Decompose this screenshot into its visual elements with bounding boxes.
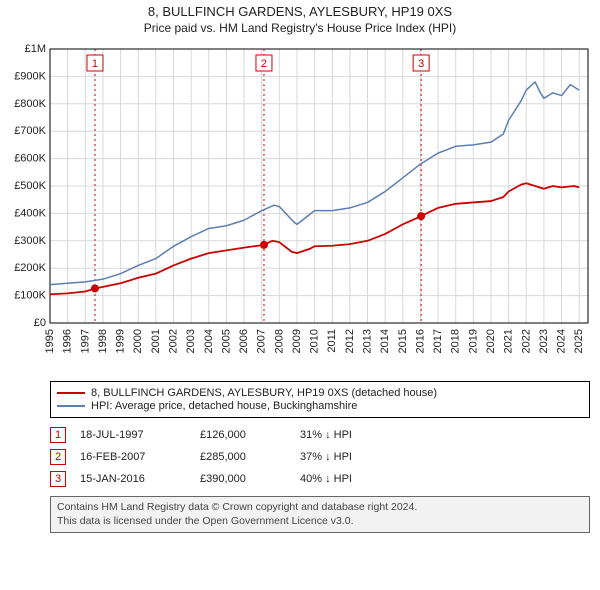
- svg-text:2014: 2014: [379, 329, 391, 353]
- event-date: 18-JUL-1997: [80, 429, 200, 441]
- event-price: £390,000: [200, 473, 300, 485]
- event-pct: 40% ↓ HPI: [300, 473, 352, 485]
- svg-text:1998: 1998: [97, 329, 109, 353]
- svg-text:1: 1: [92, 58, 98, 70]
- svg-text:2: 2: [261, 58, 267, 70]
- svg-text:2001: 2001: [150, 329, 162, 353]
- chart-area: £0 £100K £200K £300K £400K £500K £600K £700K £80…: [0, 43, 600, 373]
- legend: 8, BULLFINCH GARDENS, AYLESBURY, HP19 0X…: [50, 381, 590, 418]
- svg-text:1999: 1999: [115, 329, 127, 353]
- legend-row: HPI: Average price, detached house, Buck…: [57, 400, 583, 412]
- event-row: 1 18-JUL-1997 £126,000 31% ↓ HPI: [50, 424, 590, 446]
- svg-text:2018: 2018: [450, 329, 462, 353]
- svg-text:£400K: £400K: [14, 207, 46, 219]
- svg-text:2013: 2013: [362, 329, 374, 353]
- svg-text:2005: 2005: [220, 329, 232, 353]
- attribution-line: Contains HM Land Registry data © Crown c…: [57, 501, 583, 515]
- legend-label-hpi: HPI: Average price, detached house, Buck…: [91, 400, 357, 412]
- svg-text:2007: 2007: [256, 329, 268, 353]
- legend-swatch-property: [57, 392, 85, 394]
- title-address: 8, BULLFINCH GARDENS, AYLESBURY, HP19 0X…: [0, 4, 600, 19]
- event-marker-icon: 2: [50, 449, 66, 465]
- title-subtitle: Price paid vs. HM Land Registry's House …: [0, 19, 600, 35]
- svg-text:1996: 1996: [62, 329, 74, 353]
- event-price: £285,000: [200, 451, 300, 463]
- attribution-line: This data is licensed under the Open Gov…: [57, 515, 583, 529]
- svg-text:2023: 2023: [538, 329, 550, 353]
- svg-text:£100K: £100K: [14, 290, 46, 302]
- event-row: 3 15-JAN-2016 £390,000 40% ↓ HPI: [50, 468, 590, 490]
- svg-text:£800K: £800K: [14, 98, 46, 110]
- svg-text:£600K: £600K: [14, 153, 46, 165]
- svg-text:2010: 2010: [309, 329, 321, 353]
- attribution-box: Contains HM Land Registry data © Crown c…: [50, 496, 590, 533]
- svg-text:2024: 2024: [556, 329, 568, 353]
- event-pct: 31% ↓ HPI: [300, 429, 352, 441]
- svg-text:3: 3: [418, 58, 424, 70]
- svg-text:2020: 2020: [485, 329, 497, 353]
- event-marker-icon: 1: [50, 427, 66, 443]
- legend-swatch-hpi: [57, 405, 85, 407]
- svg-text:2022: 2022: [520, 329, 532, 353]
- svg-text:2019: 2019: [467, 329, 479, 353]
- event-price: £126,000: [200, 429, 300, 441]
- legend-row: 8, BULLFINCH GARDENS, AYLESBURY, HP19 0X…: [57, 387, 583, 399]
- svg-text:£200K: £200K: [14, 262, 46, 274]
- svg-text:2011: 2011: [326, 329, 338, 353]
- price-chart: £0 £100K £200K £300K £400K £500K £600K £700K £80…: [0, 43, 600, 373]
- svg-text:2016: 2016: [414, 329, 426, 353]
- svg-text:2012: 2012: [344, 329, 356, 353]
- svg-text:2017: 2017: [432, 329, 444, 353]
- svg-text:£1M: £1M: [25, 43, 46, 55]
- svg-text:2003: 2003: [185, 329, 197, 353]
- svg-text:1995: 1995: [44, 329, 56, 353]
- event-row: 2 16-FEB-2007 £285,000 37% ↓ HPI: [50, 446, 590, 468]
- event-pct: 37% ↓ HPI: [300, 451, 352, 463]
- svg-text:2025: 2025: [573, 329, 585, 353]
- svg-text:£900K: £900K: [14, 70, 46, 82]
- svg-text:£0: £0: [34, 317, 46, 329]
- svg-text:2008: 2008: [273, 329, 285, 353]
- svg-text:2004: 2004: [203, 329, 215, 353]
- event-marker-icon: 3: [50, 471, 66, 487]
- svg-text:£300K: £300K: [14, 235, 46, 247]
- svg-text:£700K: £700K: [14, 125, 46, 137]
- svg-text:2021: 2021: [503, 329, 515, 353]
- event-date: 15-JAN-2016: [80, 473, 200, 485]
- chart-titles: 8, BULLFINCH GARDENS, AYLESBURY, HP19 0X…: [0, 0, 600, 35]
- svg-text:£500K: £500K: [14, 180, 46, 192]
- svg-text:2002: 2002: [167, 329, 179, 353]
- event-date: 16-FEB-2007: [80, 451, 200, 463]
- events-table: 1 18-JUL-1997 £126,000 31% ↓ HPI 2 16-FE…: [50, 424, 590, 490]
- svg-text:1997: 1997: [79, 329, 91, 353]
- svg-text:2006: 2006: [238, 329, 250, 353]
- svg-text:2009: 2009: [291, 329, 303, 353]
- legend-label-property: 8, BULLFINCH GARDENS, AYLESBURY, HP19 0X…: [91, 387, 437, 399]
- svg-text:2000: 2000: [132, 329, 144, 353]
- svg-text:2015: 2015: [397, 329, 409, 353]
